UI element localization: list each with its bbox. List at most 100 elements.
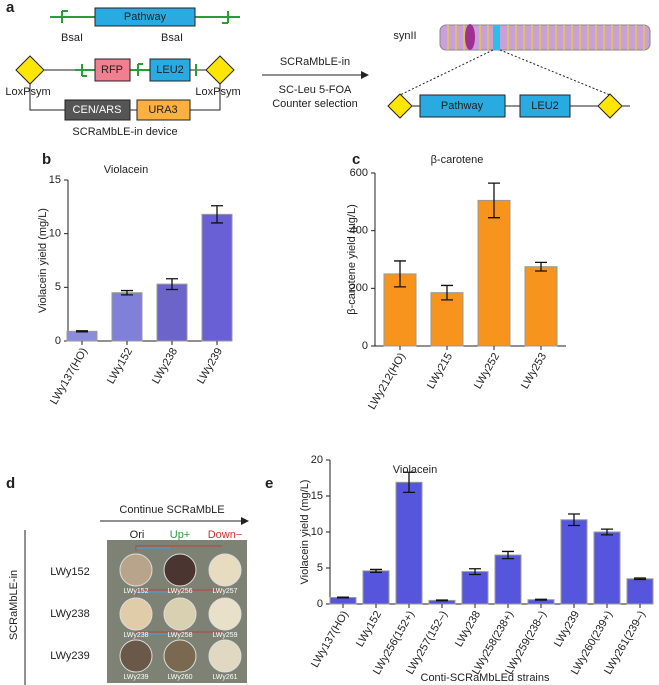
column-label: Ori [130, 529, 145, 541]
label: LoxPsym [5, 86, 50, 98]
bar [430, 292, 464, 347]
y-tick-label: 400 [350, 225, 368, 237]
diagram [15, 7, 651, 121]
strain-labels: LWy152 LWy256 LWy257 LWy238 LWy258 LWy259 LWy2… [123, 588, 237, 681]
error-bar [535, 261, 547, 272]
strain-label: LWy239 [123, 674, 148, 681]
bar [477, 199, 511, 347]
panel-label: d [6, 475, 15, 492]
plate-photo [24, 517, 249, 685]
label: Continue SCRaMbLE [119, 504, 224, 516]
error-bar [211, 205, 223, 224]
y-tick-label: 0 [362, 340, 368, 352]
error-bar [469, 568, 481, 576]
y-tick-label: 600 [350, 167, 368, 179]
error-bar [436, 599, 448, 602]
x-tick-label: LWy239 [195, 346, 225, 386]
chart-title: β-carotene [431, 154, 484, 166]
strain-label: LWy259 [212, 632, 237, 639]
y-axis-label: Violacein yield (mg/L) [299, 480, 311, 585]
label: SC-Leu 5-FOA [279, 84, 352, 96]
label: SCRaMbLE-in [280, 56, 350, 68]
error-bar [488, 182, 500, 219]
y-tick-label: 15 [311, 490, 323, 502]
label: RFP [101, 64, 123, 76]
x-tick-label: LWy238 [453, 609, 483, 649]
error-bar [634, 577, 646, 581]
row-label: LWy239 [50, 650, 89, 662]
x-tick-label: LWy252 [472, 351, 502, 391]
column-label: Down− [208, 529, 243, 541]
panel-label: b [42, 151, 51, 168]
label: Counter selection [272, 98, 358, 110]
error-bar [535, 598, 547, 601]
label: URA3 [148, 104, 177, 116]
strain-label: LWy261 [212, 674, 237, 681]
bar [111, 292, 143, 342]
y-tick-label: 200 [350, 282, 368, 294]
label: LoxPsym [195, 86, 240, 98]
y-tick-label: 0 [317, 598, 323, 610]
label: LEU2 [156, 64, 184, 76]
strain-label: LWy256 [167, 588, 192, 595]
label: BsaI [161, 32, 183, 44]
error-bar [403, 471, 415, 494]
error-bar [370, 568, 382, 573]
y-tick-label: 5 [55, 281, 61, 293]
bar [494, 554, 522, 605]
strain-label: LWy257 [212, 588, 237, 595]
panel-label: e [265, 475, 273, 492]
chart-title: Violacein [393, 464, 437, 476]
y-tick-label: 0 [55, 335, 61, 347]
y-tick-label: 15 [49, 174, 61, 186]
bar [626, 578, 654, 605]
y-axis-label: β-carotene yield (µg/L) [346, 204, 358, 315]
chart-title: Violacein [104, 164, 148, 176]
x-tick-label: LWy152 [105, 346, 135, 386]
x-tick-label: LWy215 [425, 351, 455, 391]
bar [395, 481, 423, 605]
error-bar [121, 289, 133, 296]
error-bar [337, 596, 349, 599]
label: BsaI [61, 32, 83, 44]
bar [201, 213, 233, 342]
error-bar [441, 284, 453, 301]
panel-label: a [6, 0, 15, 16]
x-tick-label: LWy238 [150, 346, 180, 386]
strain-label: LWy152 [123, 588, 148, 595]
y-axis-label: Violacein yield (mg/L) [37, 208, 49, 313]
label: Pathway [124, 11, 167, 23]
x-tick-label: LWy239 [552, 609, 582, 649]
bar [524, 266, 558, 347]
error-bar [568, 513, 580, 527]
column-label: Up+ [170, 529, 191, 541]
y-tick-label: 20 [311, 454, 323, 466]
error-bar [76, 330, 88, 333]
bar [66, 330, 98, 342]
x-tick-label: LWy152 [354, 609, 384, 649]
label: synII [393, 30, 416, 42]
error-bar [502, 550, 514, 560]
bar [156, 283, 188, 342]
label: SCRaMbLE-in [8, 570, 20, 640]
bar [560, 519, 588, 605]
strain-label: LWy260 [167, 674, 192, 681]
x-tick-label: LWy212(HO) [366, 351, 408, 412]
row-label: LWy152 [50, 566, 89, 578]
y-tick-label: 5 [317, 562, 323, 574]
error-bar [166, 278, 178, 291]
bar [362, 570, 390, 605]
label: CEN/ARS [73, 104, 122, 116]
bar [461, 571, 489, 605]
x-tick-label: LWy137(HO) [309, 609, 351, 670]
y-tick-label: 10 [311, 526, 323, 538]
panel-label: c [352, 151, 360, 168]
bar [593, 531, 621, 605]
x-tick-label: LWy253 [519, 351, 549, 391]
error-bar [601, 528, 613, 536]
x-axis-label: Conti-SCRaMbLEd strains [421, 672, 550, 684]
x-tick-label: LWy137(HO) [48, 346, 90, 407]
strain-label: LWy258 [167, 632, 192, 639]
strain-label: LWy238 [123, 632, 148, 639]
error-bar [394, 260, 406, 288]
